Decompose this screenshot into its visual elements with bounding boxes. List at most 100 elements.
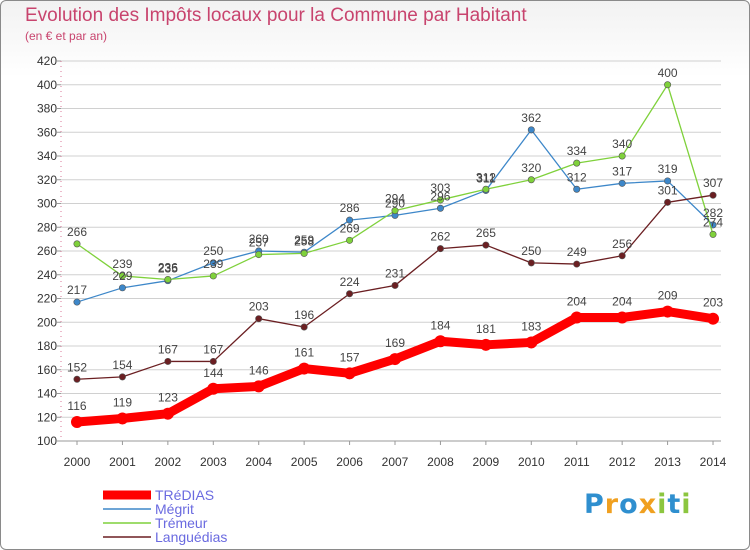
data-point xyxy=(664,81,672,89)
y-tick-label: 360 xyxy=(37,125,57,139)
data-point xyxy=(209,272,217,280)
data-point xyxy=(618,152,626,160)
data-label: 236 xyxy=(158,261,178,275)
data-label: 256 xyxy=(612,237,632,251)
data-label: 266 xyxy=(67,225,87,239)
data-label: 250 xyxy=(203,244,223,258)
data-point xyxy=(664,198,672,206)
data-point xyxy=(118,284,126,292)
data-point xyxy=(436,196,444,204)
legend-item: Trémeur xyxy=(103,515,208,531)
y-tick-label: 280 xyxy=(37,220,57,234)
x-tick-label: 2004 xyxy=(245,455,272,469)
data-point xyxy=(255,251,263,259)
data-point xyxy=(164,275,172,283)
data-label: 167 xyxy=(158,342,178,356)
data-label: 257 xyxy=(249,236,269,250)
y-tick-label: 420 xyxy=(37,54,57,68)
y-tick-label: 340 xyxy=(37,149,57,163)
data-point xyxy=(436,245,444,253)
data-point xyxy=(209,357,217,365)
y-tick-label: 400 xyxy=(37,78,57,92)
data-point xyxy=(527,259,535,267)
proxiti-logo: Proxiti xyxy=(584,489,692,520)
data-point xyxy=(207,382,220,395)
data-label: 340 xyxy=(612,137,632,151)
data-point xyxy=(161,407,174,420)
y-tick-label: 180 xyxy=(37,339,57,353)
data-point xyxy=(255,315,263,323)
logo-letter: P xyxy=(584,489,605,520)
y-tick-label: 140 xyxy=(37,387,57,401)
logo-letter: o xyxy=(619,489,639,520)
data-point xyxy=(300,249,308,257)
data-point xyxy=(616,311,629,324)
axes: 100 120 140 160 180 200 220 240 260 280 300 320 340 3… xyxy=(37,54,727,469)
x-tick-label: 2003 xyxy=(200,455,227,469)
data-point xyxy=(116,412,129,425)
data-point xyxy=(389,353,402,366)
x-tick-label: 2006 xyxy=(336,455,363,469)
data-label: 296 xyxy=(430,189,450,203)
data-point xyxy=(434,335,447,348)
data-label: 301 xyxy=(658,183,678,197)
y-tick-label: 100 xyxy=(37,434,57,448)
x-tick-label: 2011 xyxy=(564,455,590,469)
data-label: 181 xyxy=(476,322,496,336)
data-point xyxy=(391,281,399,289)
data-label: 317 xyxy=(612,164,632,178)
data-point xyxy=(482,185,490,193)
data-label: 123 xyxy=(158,391,178,405)
series-languédias xyxy=(73,191,717,383)
data-point xyxy=(71,416,83,428)
data-label: 116 xyxy=(67,399,86,413)
data-point xyxy=(343,367,356,380)
data-label: 203 xyxy=(703,296,723,310)
data-label: 196 xyxy=(294,308,314,322)
y-tick-label: 320 xyxy=(37,173,57,187)
data-point xyxy=(391,207,399,215)
data-label: 303 xyxy=(430,181,450,195)
data-point xyxy=(164,357,172,365)
x-tick-label: 2005 xyxy=(291,455,318,469)
legend-item: TRéDIAS xyxy=(103,487,214,503)
data-label: 312 xyxy=(567,170,587,184)
data-label: 274 xyxy=(703,215,723,229)
data-label: 203 xyxy=(249,300,269,314)
data-label: 204 xyxy=(567,295,587,309)
data-label: 146 xyxy=(249,363,269,377)
y-tick-label: 160 xyxy=(37,363,57,377)
data-label: 184 xyxy=(430,318,450,332)
y-tick-label: 200 xyxy=(37,315,57,329)
data-label: 262 xyxy=(430,230,450,244)
data-label: 400 xyxy=(658,66,678,80)
x-tick-label: 2013 xyxy=(654,455,681,469)
data-label: 307 xyxy=(703,176,723,190)
legend-item: Mégrit xyxy=(103,501,194,517)
legend-label: Languédias xyxy=(155,529,227,545)
data-label: 311 xyxy=(476,171,495,185)
y-tick-label: 300 xyxy=(37,197,57,211)
data-label: 319 xyxy=(658,162,678,176)
x-tick-label: 2010 xyxy=(518,455,545,469)
data-point xyxy=(664,177,672,185)
data-label: 239 xyxy=(112,257,132,271)
data-label: 249 xyxy=(567,245,587,259)
chart-subtitle: (en € et par an) xyxy=(25,29,108,43)
data-label: 231 xyxy=(385,266,405,280)
data-labels-layer: 217 229 235 250 260 259 286 290 296 311 362 312 317 3… xyxy=(67,66,723,413)
series-line xyxy=(72,307,718,427)
data-label: 362 xyxy=(521,111,541,125)
data-label: 282 xyxy=(703,206,723,220)
data-point xyxy=(525,336,538,349)
logo-letter: i xyxy=(657,489,668,520)
data-label: 209 xyxy=(658,289,678,303)
x-tick-label: 2001 xyxy=(109,455,136,469)
data-point xyxy=(436,204,444,212)
data-label: 235 xyxy=(158,262,178,276)
data-label: 312 xyxy=(476,170,496,184)
data-point xyxy=(73,240,81,248)
logo-letter: t xyxy=(667,489,682,520)
